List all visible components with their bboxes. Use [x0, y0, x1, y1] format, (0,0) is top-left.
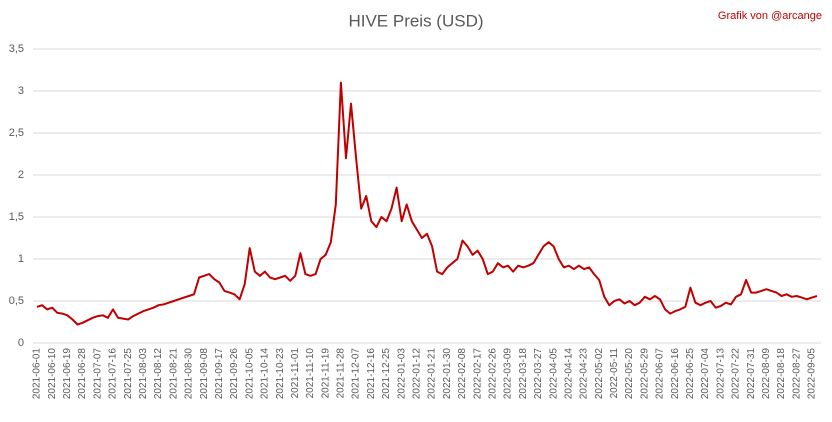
- x-tick-label: 2021-08-21: [168, 348, 179, 400]
- x-tick-label: 2022-08-27: [791, 348, 802, 400]
- y-tick-label: 1: [18, 253, 24, 265]
- x-tick-label: 2021-10-05: [244, 348, 255, 400]
- x-tick-label: 2021-12-25: [381, 348, 392, 400]
- x-tick-label: 2021-09-17: [214, 348, 225, 400]
- x-tick-label: 2021-11-10: [305, 348, 316, 399]
- x-tick-label: 2022-01-21: [427, 348, 438, 400]
- x-tick-label: 2021-07-25: [123, 348, 134, 400]
- y-tick-label: 0: [18, 337, 24, 349]
- x-tick-label: 2021-06-28: [77, 348, 88, 400]
- x-tick-label: 2021-06-01: [32, 348, 43, 400]
- x-tick-label: 2022-01-03: [396, 348, 407, 400]
- x-tick-label: 2021-08-12: [153, 348, 164, 400]
- x-tick-label: 2022-02-08: [457, 348, 468, 400]
- y-tick-label: 2: [18, 169, 24, 181]
- x-tick-label: 2021-07-07: [92, 348, 103, 400]
- x-tick-label: 2022-01-12: [412, 348, 423, 400]
- x-tick-label: 2022-05-20: [624, 348, 635, 400]
- y-tick-label: 0,5: [9, 295, 24, 307]
- x-tick-label: 2021-08-03: [138, 348, 149, 400]
- x-tick-label: 2022-05-11: [609, 348, 620, 399]
- x-tick-label: 2021-10-23: [275, 348, 286, 400]
- annotation: Grafik von @arcange: [718, 10, 822, 22]
- x-tick-label: 2022-08-09: [761, 348, 772, 400]
- x-tick-label: 2022-06-25: [685, 348, 696, 400]
- x-tick-label: 2022-07-13: [715, 348, 726, 400]
- x-tick-label: 2021-11-19: [320, 348, 331, 399]
- x-tick-label: 2022-07-04: [700, 348, 711, 400]
- x-tick-label: 2021-10-14: [260, 348, 271, 400]
- x-tick-label: 2021-06-19: [62, 348, 73, 400]
- y-tick-label: 2,5: [9, 127, 24, 139]
- x-tick-label: 2021-07-16: [108, 348, 119, 400]
- x-tick-label: 2022-05-29: [639, 348, 650, 400]
- x-tick-label: 2022-05-02: [594, 348, 605, 400]
- chart-title: HIVE Preis (USD): [348, 11, 483, 30]
- x-tick-label: 2021-06-10: [47, 348, 58, 400]
- x-tick-label: 2022-06-07: [655, 348, 666, 400]
- x-tick-label: 2022-06-16: [670, 348, 681, 400]
- x-tick-label: 2022-03-27: [533, 348, 544, 400]
- x-tick-label: 2022-04-05: [548, 348, 559, 400]
- x-tick-label: 2021-11-01: [290, 348, 301, 399]
- x-tick-label: 2021-09-08: [199, 348, 210, 400]
- price-line: [36, 81, 818, 326]
- x-tick-label: 2022-04-23: [579, 348, 590, 400]
- x-tick-label: 2022-03-18: [518, 348, 529, 400]
- y-tick-label: 1,5: [9, 211, 24, 223]
- x-tick-label: 2022-07-22: [731, 348, 742, 400]
- y-tick-label: 3: [18, 85, 24, 97]
- x-tick-label: 2022-07-31: [746, 348, 757, 400]
- x-tick-label: 2022-02-26: [487, 348, 498, 400]
- x-tick-label: 2021-12-16: [366, 348, 377, 400]
- x-tick-label: 2021-09-26: [229, 348, 240, 400]
- y-tick-label: 3,5: [9, 43, 24, 55]
- x-tick-label: 2022-02-17: [472, 348, 483, 400]
- x-tick-label: 2021-08-30: [184, 348, 195, 400]
- x-tick-label: 2022-08-18: [776, 348, 787, 400]
- x-tick-label: 2021-11-28: [336, 348, 347, 399]
- x-tick-label: 2022-04-14: [563, 348, 574, 400]
- x-tick-label: 2022-03-09: [503, 348, 514, 400]
- x-tick-label: 2022-09-05: [807, 348, 818, 400]
- x-tick-label: 2021-12-07: [351, 348, 362, 400]
- x-tick-label: 2022-01-30: [442, 348, 453, 400]
